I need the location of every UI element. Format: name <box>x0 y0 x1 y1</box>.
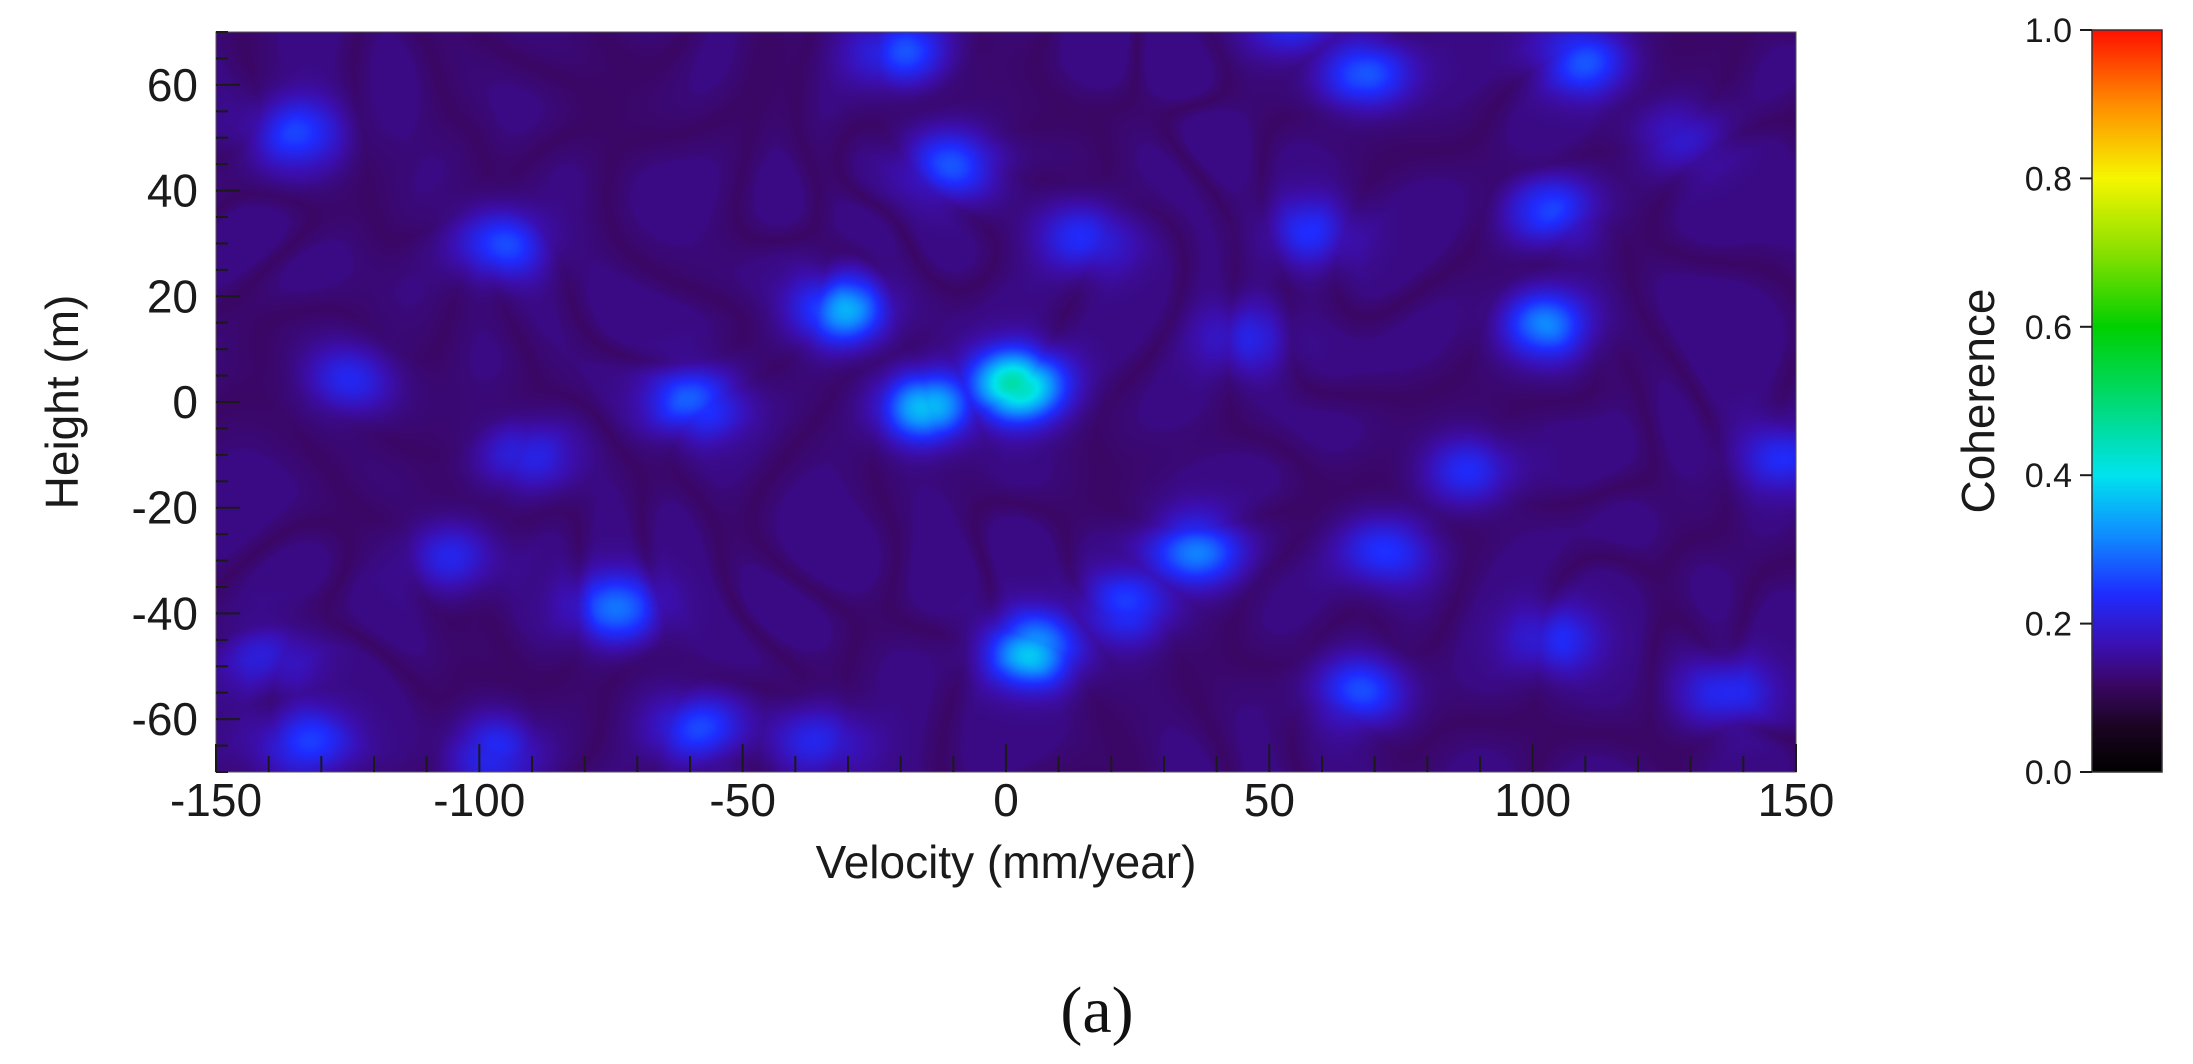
coherence-heatmap <box>216 32 1796 772</box>
tick-labels: -150 -100 -50 0 50 100 150 -60 -40 -20 0 20 40 60 <box>132 59 1835 826</box>
colorbar-tick-label: 0.4 <box>2025 457 2072 495</box>
x-tick-label: -100 <box>433 774 525 826</box>
x-tick-label: -50 <box>709 774 775 826</box>
x-tick-label: 50 <box>1244 774 1295 826</box>
colorbar-tick-label: 0.0 <box>2025 754 2072 792</box>
colorbar-tick-label: 0.8 <box>2025 160 2072 198</box>
colorbar-gradient <box>2091 29 2163 773</box>
y-tick-label: 20 <box>147 270 198 322</box>
colorbar-tick-label: 0.2 <box>2025 606 2072 644</box>
y-tick-label: -60 <box>132 693 198 745</box>
y-tick-label: 40 <box>147 165 198 217</box>
panel-label: (a) <box>1060 974 1133 1047</box>
x-tick-label: 0 <box>993 774 1019 826</box>
colorbar-title: Coherence <box>1952 288 2004 513</box>
colorbar-ticks: 0.0 0.2 0.4 0.6 0.8 1.0 <box>2025 12 2092 792</box>
x-tick-label: 100 <box>1494 774 1571 826</box>
colorbar-tick-label: 0.6 <box>2025 309 2072 347</box>
y-axis-title: Height (m) <box>36 295 88 510</box>
y-tick-label: -40 <box>132 587 198 639</box>
x-tick-label: 150 <box>1758 774 1835 826</box>
heatmap-area <box>215 31 1797 773</box>
y-tick-label: -20 <box>132 482 198 534</box>
x-axis-title: Velocity (mm/year) <box>816 836 1197 888</box>
colorbar: 0.0 0.2 0.4 0.6 0.8 1.0 Coherence <box>1952 12 2163 792</box>
tick-marks <box>215 31 1797 773</box>
x-tick-label: -150 <box>170 774 262 826</box>
y-tick-label: 0 <box>172 376 198 428</box>
colorbar-tick-label: 1.0 <box>2025 12 2072 50</box>
y-tick-label: 60 <box>147 59 198 111</box>
